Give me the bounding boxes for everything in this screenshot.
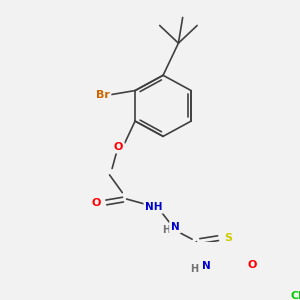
Text: H: H (190, 264, 199, 274)
Text: S: S (225, 232, 233, 243)
Text: Br: Br (96, 90, 110, 100)
Text: O: O (113, 142, 123, 152)
Text: O: O (248, 260, 257, 270)
Text: H: H (162, 225, 170, 235)
Text: O: O (91, 198, 101, 208)
Text: N: N (202, 261, 211, 271)
Text: Cl: Cl (290, 291, 300, 300)
Text: N: N (171, 222, 179, 232)
Text: NH: NH (145, 202, 163, 212)
